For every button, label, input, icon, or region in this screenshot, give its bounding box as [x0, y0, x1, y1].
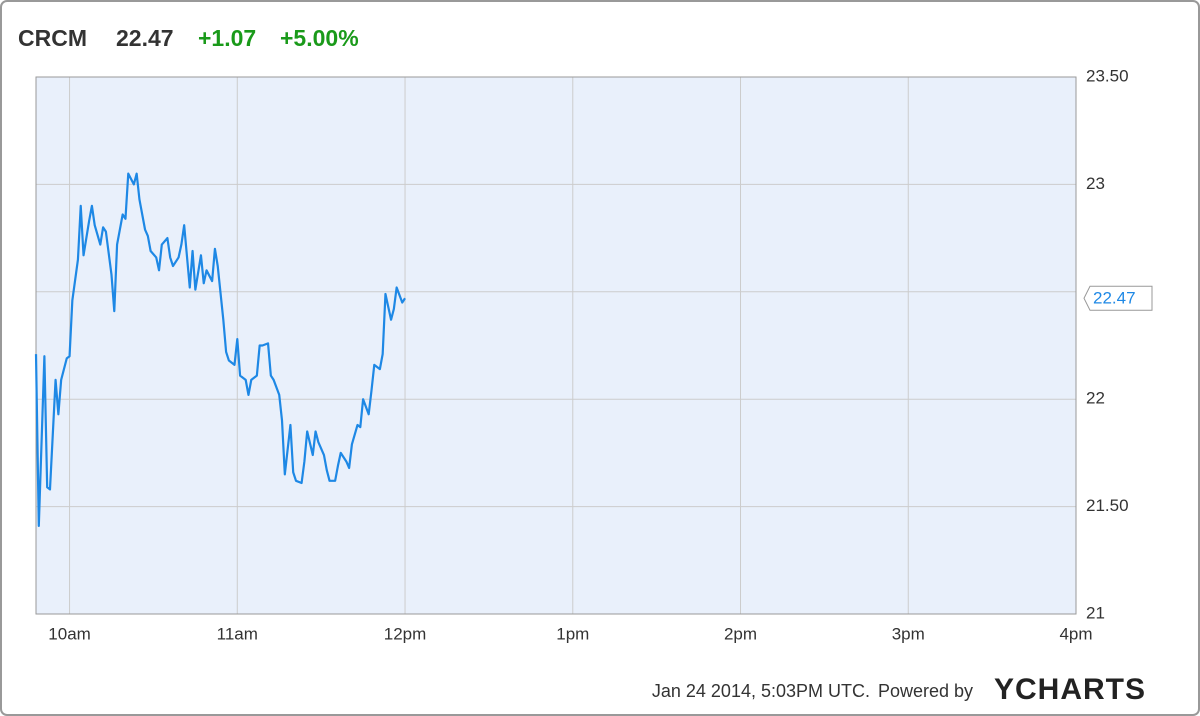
- plot-border: [35, 76, 1077, 615]
- y-tick-label: 23: [1086, 174, 1105, 193]
- logo: YCHARTS: [994, 673, 1146, 706]
- plot-background: [36, 77, 1076, 614]
- x-tick-label: 10am: [48, 624, 91, 643]
- change-percent: +5.00%: [280, 25, 359, 51]
- price-marker: [1083, 285, 1153, 311]
- symbol: CRCM: [18, 25, 87, 51]
- x-tick-label: 11am: [217, 624, 258, 643]
- x-tick-label: 12pm: [384, 624, 427, 643]
- y-tick-label: 21.50: [1086, 496, 1129, 515]
- y-tick-label: 23.50: [1086, 66, 1129, 85]
- powered-by: Powered by: [878, 681, 973, 701]
- x-tick-label: 4pm: [1059, 624, 1092, 643]
- timestamp: Jan 24 2014, 5:03PM UTC.: [652, 681, 870, 701]
- price: 22.47: [116, 25, 174, 51]
- price-line: [34, 172, 406, 528]
- x-tick-label: 1pm: [556, 624, 589, 643]
- price-marker-label: 22.47: [1093, 289, 1136, 308]
- x-tick-label: 3pm: [892, 624, 925, 643]
- y-tick-label: 21: [1086, 603, 1105, 622]
- x-tick-label: 2pm: [724, 624, 757, 643]
- y-tick-label: 22: [1086, 389, 1105, 408]
- change: +1.07: [198, 25, 256, 51]
